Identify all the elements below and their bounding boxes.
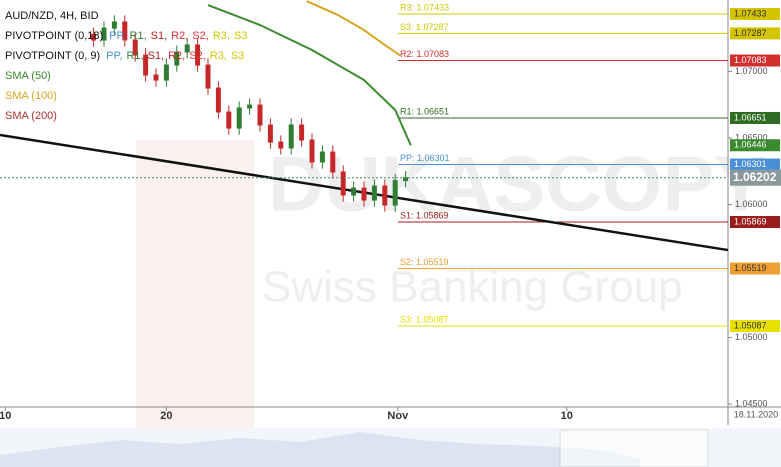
legend-entry: PIVOTPOINT (0,18) PP, R1, S1, R2, S2, R3, S3 bbox=[5, 30, 247, 42]
legend-entry: SMA (50) bbox=[5, 70, 51, 82]
pivot-tag-label: 1.05087 bbox=[734, 320, 767, 330]
pivot-tag bbox=[730, 54, 780, 67]
last-price-label: 1.06202 bbox=[733, 170, 777, 184]
legend-part: R3, bbox=[213, 30, 230, 42]
pivot-label: R3: 1.07433 bbox=[400, 2, 449, 12]
candle-body bbox=[153, 74, 159, 81]
candle-body bbox=[288, 124, 294, 149]
y-tick-label: 1.07000 bbox=[735, 66, 768, 76]
pivot-tag bbox=[730, 7, 780, 20]
legend-part: S1, bbox=[151, 30, 168, 42]
legend-part: S1, bbox=[148, 50, 165, 62]
candle-body bbox=[236, 107, 242, 129]
candle-body bbox=[205, 64, 211, 89]
legend-title: AUD/NZD, 4H, BID bbox=[5, 10, 99, 22]
pivot-tag-label: 1.07287 bbox=[734, 28, 767, 38]
watermark: Swiss Banking Group bbox=[262, 263, 683, 312]
sma-line bbox=[306, 0, 401, 57]
pivot-label: R1: 1.06651 bbox=[400, 106, 449, 116]
legend-entry: SMA (200) bbox=[5, 110, 57, 122]
pivot-label: R2: 1.07083 bbox=[400, 49, 449, 59]
legend-part: R1, bbox=[130, 30, 147, 42]
candle-body bbox=[132, 39, 138, 56]
legend-part: R3, bbox=[210, 50, 227, 62]
candle-body bbox=[371, 185, 377, 201]
pivot-label: S3: 1.07287 bbox=[400, 22, 449, 32]
pivot-tag-label: 1.07433 bbox=[734, 8, 767, 18]
pivot-tag bbox=[730, 319, 780, 332]
pivot-label: S1: 1.05869 bbox=[400, 210, 449, 220]
pivot-tag-label: 1.06651 bbox=[734, 112, 767, 122]
pivot-label: PP: 1.06301 bbox=[400, 153, 450, 163]
candle-body bbox=[361, 187, 367, 201]
candle-body bbox=[184, 44, 190, 53]
legend-part: PP, bbox=[109, 30, 125, 42]
candle-body bbox=[299, 124, 305, 141]
pivot-label: S3: 1.05087 bbox=[400, 314, 449, 324]
candle-body bbox=[215, 87, 221, 113]
legend-part: R1, bbox=[126, 50, 143, 62]
candle-body bbox=[340, 171, 346, 196]
candle-body bbox=[309, 139, 315, 163]
candle-body bbox=[278, 141, 284, 149]
legend-part: S3 bbox=[234, 30, 247, 42]
pivot-tag bbox=[730, 27, 780, 40]
date-label: 18.11.2020 bbox=[734, 409, 778, 419]
y-tick-label: 1.06500 bbox=[735, 132, 768, 142]
pivot-tag bbox=[730, 215, 780, 228]
pivot-label: S2: 1.05519 bbox=[400, 257, 449, 267]
candle-body bbox=[351, 187, 357, 196]
y-tick-label: 1.04500 bbox=[735, 398, 768, 408]
legend-part: R2, bbox=[171, 30, 188, 42]
candle-body bbox=[319, 151, 325, 163]
sma-tag-label: 1.06446 bbox=[734, 140, 767, 150]
candle-body bbox=[143, 54, 149, 76]
legend-name: PIVOTPOINT (0,18) bbox=[5, 30, 103, 42]
candle-body bbox=[226, 111, 232, 129]
pivot-tag bbox=[730, 262, 780, 275]
candle-body bbox=[101, 27, 107, 41]
legend-entry: SMA (100) bbox=[5, 90, 57, 102]
legend-part: S2, bbox=[192, 30, 209, 42]
y-tick-label: 1.06000 bbox=[735, 199, 768, 209]
legend-part: S2, bbox=[189, 50, 206, 62]
pivot-tag-label: 1.05869 bbox=[734, 216, 767, 226]
sma-tag bbox=[730, 139, 780, 152]
legend-part: R2, bbox=[168, 50, 185, 62]
navigator-area bbox=[0, 432, 640, 467]
pivot-tag-label: 1.05519 bbox=[734, 263, 767, 273]
candle-body bbox=[392, 180, 398, 206]
candle-body bbox=[91, 33, 97, 41]
candle-body bbox=[330, 151, 336, 173]
candle-body bbox=[247, 104, 253, 109]
x-tick-label: 10 bbox=[561, 410, 573, 422]
candle-body bbox=[382, 185, 388, 206]
candle-body bbox=[111, 21, 117, 29]
candle-body bbox=[257, 104, 263, 126]
legend-part: PP, bbox=[106, 50, 122, 62]
pivot-tag bbox=[730, 111, 780, 124]
legend-entry: PIVOTPOINT (0, 9) PP, R1, S1, R2, S2, R3, S3 bbox=[5, 50, 244, 62]
last-price-tag bbox=[730, 169, 781, 186]
x-tick-label: 10 bbox=[0, 410, 11, 422]
navigator-window bbox=[559, 429, 709, 467]
pivot-tag-label: 1.06301 bbox=[734, 159, 767, 169]
watermark-logo bbox=[136, 140, 254, 440]
candle-body bbox=[195, 44, 201, 66]
pivot-tag-label: 1.07083 bbox=[734, 55, 767, 65]
candle-body bbox=[174, 51, 180, 66]
pivot-tag bbox=[730, 158, 780, 171]
x-tick-label: Nov bbox=[387, 410, 409, 422]
candle-body bbox=[122, 21, 128, 41]
x-tick-label: 20 bbox=[160, 410, 172, 422]
sma-line bbox=[207, 4, 412, 146]
y-tick-label: 1.05000 bbox=[735, 332, 768, 342]
candle-body bbox=[267, 124, 273, 143]
legend-name: PIVOTPOINT (0, 9) bbox=[5, 50, 100, 62]
candle-body bbox=[163, 64, 169, 81]
legend-part: S3 bbox=[231, 50, 244, 62]
watermark: DUKASCOPY bbox=[268, 140, 766, 228]
